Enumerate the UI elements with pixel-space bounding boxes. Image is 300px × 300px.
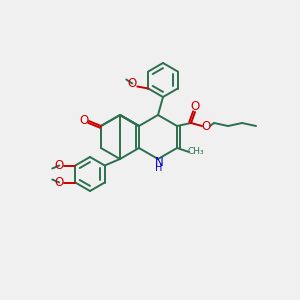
Text: O: O (201, 119, 211, 133)
Text: O: O (128, 77, 137, 90)
Text: H: H (155, 163, 163, 173)
Text: O: O (55, 159, 64, 172)
Text: O: O (55, 176, 64, 189)
Text: O: O (79, 113, 88, 127)
Text: CH₃: CH₃ (188, 148, 204, 157)
Text: O: O (190, 100, 200, 113)
Text: N: N (154, 155, 164, 169)
